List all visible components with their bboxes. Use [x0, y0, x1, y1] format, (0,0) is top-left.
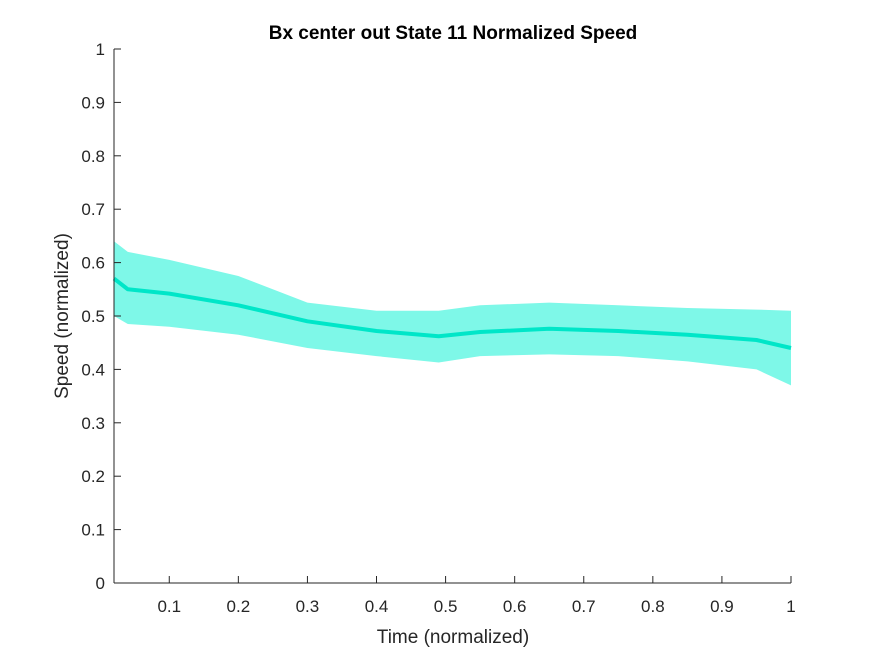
- x-tick-label: 0.8: [641, 597, 665, 616]
- y-axis-label: Speed (normalized): [52, 233, 73, 399]
- y-tick-label: 0.1: [81, 521, 105, 540]
- series-line: [112, 277, 792, 350]
- x-ticks: 0.1 0.2 0.3 0.4 0.5 0.6 0.7 0.8 0.9 1: [157, 576, 796, 616]
- y-tick-label: 0.8: [81, 147, 105, 166]
- confidence-band: [114, 241, 791, 386]
- plot-area: [112, 241, 792, 386]
- x-tick-label: 0.3: [296, 597, 320, 616]
- x-tick-label: 0.9: [710, 597, 734, 616]
- y-tick-label: 0.5: [81, 307, 105, 326]
- y-tick-label: 0.2: [81, 467, 105, 486]
- y-tick-label: 1: [96, 40, 105, 59]
- y-tick-label: 0: [96, 574, 105, 593]
- x-tick-label: 0.5: [434, 597, 458, 616]
- x-tick-label: 1: [786, 597, 795, 616]
- y-tick-label: 0.3: [81, 414, 105, 433]
- y-tick-label: 0.4: [81, 360, 105, 379]
- y-tick-label: 0.6: [81, 254, 105, 273]
- x-tick-label: 0.1: [157, 597, 181, 616]
- x-tick-label: 0.7: [572, 597, 596, 616]
- x-tick-label: 0.2: [227, 597, 251, 616]
- y-tick-label: 0.9: [81, 93, 105, 112]
- x-tick-label: 0.6: [503, 597, 527, 616]
- y-ticks: 0 0.1 0.2 0.3 0.4 0.5 0.6 0.7 0.8 0.9 1: [81, 40, 121, 593]
- y-tick-label: 0.7: [81, 200, 105, 219]
- x-tick-label: 0.4: [365, 597, 389, 616]
- x-axis-label: Time (normalized): [377, 627, 529, 648]
- chart-title: Bx center out State 11 Normalized Speed: [269, 23, 638, 44]
